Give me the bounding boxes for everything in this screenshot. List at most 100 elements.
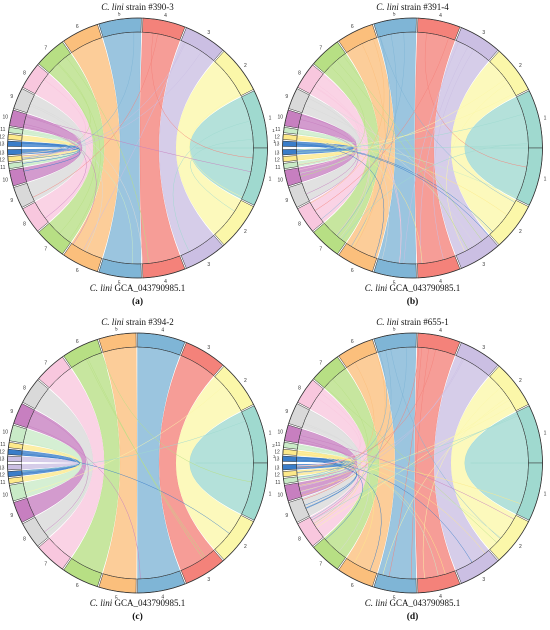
- query-chromosome-label: 13: [275, 457, 280, 463]
- crossing-link: [21, 420, 246, 472]
- crossing-link: [403, 41, 460, 264]
- reference-chromosome-label: 12: [275, 158, 280, 164]
- reference-chromosome-label: 4: [439, 279, 442, 284]
- crossing-link: [296, 144, 385, 258]
- crossing-link: [297, 448, 439, 577]
- query-chromosome-13: [7, 140, 22, 147]
- reference-chromosome-label: 9: [10, 513, 13, 519]
- query-chromosome-13: [282, 455, 297, 462]
- reference-chromosome-label: 5: [115, 595, 118, 599]
- crossing-link: [23, 441, 87, 535]
- query-chromosome-12: [7, 448, 23, 456]
- query-chromosome-label: 2: [244, 378, 247, 384]
- crossing-link: [446, 82, 509, 252]
- reference-chromosome-label: 13: [275, 465, 280, 471]
- crossing-link: [87, 358, 204, 559]
- reference-chromosome-11: [283, 161, 299, 170]
- outer-ring: [282, 332, 543, 594]
- crossing-link: [297, 450, 446, 575]
- crossing-link: [296, 144, 489, 236]
- reference-chromosome-label: 8: [298, 222, 301, 228]
- panel-a-reference: C. lini GCA_043790985.1: [89, 283, 186, 293]
- inner-ring: [296, 31, 529, 265]
- query-chromosome-label: 7: [44, 46, 47, 52]
- reference-chromosome-label: 3: [207, 577, 210, 583]
- crossing-link: [23, 123, 97, 245]
- crossing-link: [353, 43, 386, 249]
- panel-c-title: C. lini strain #394-2: [101, 317, 174, 327]
- crossing-link: [21, 453, 230, 534]
- crossing-link: [296, 457, 358, 509]
- crossing-link: [65, 56, 149, 264]
- query-chromosome-label: 3: [482, 345, 485, 351]
- crossing-link: [190, 138, 254, 212]
- reference-chromosome-label: 3: [482, 577, 485, 583]
- query-chromosome-label: 4: [164, 13, 167, 19]
- reference-chromosome-label: 9: [285, 198, 288, 204]
- panel-d-reference: C. lini GCA_043790985.1: [364, 598, 461, 608]
- reference-chromosome-label: 1: [544, 177, 547, 183]
- crossing-link: [27, 425, 141, 579]
- reference-chromosome-11: [8, 476, 24, 485]
- query-chromosome-label: 12: [275, 449, 280, 455]
- crossing-link: [189, 93, 243, 198]
- outer-ring: [7, 17, 268, 279]
- reference-chromosome-label: 5: [393, 281, 396, 284]
- crossing-link: [297, 78, 506, 165]
- crossing-link: [296, 113, 524, 150]
- crossing-link: [296, 459, 364, 540]
- crossing-link: [422, 387, 501, 579]
- query-chromosome-label: 13: [0, 457, 5, 463]
- crossing-link: [296, 397, 361, 467]
- query-chromosome-label: 5: [115, 327, 118, 333]
- reference-chromosome-label: 6: [76, 268, 79, 274]
- crossing-link: [297, 133, 518, 198]
- query-chromosome-label: 13: [0, 142, 5, 148]
- reference-chromosome-label: 10: [2, 178, 8, 184]
- query-chromosome-label: 9: [10, 409, 13, 415]
- crossing-link: [313, 378, 369, 524]
- query-chromosome-label: 3: [482, 30, 485, 36]
- reference-chromosome-label: 9: [10, 198, 13, 204]
- reference-chromosome-label: 2: [244, 229, 247, 235]
- crossing-link: [296, 349, 436, 469]
- panel-b-label: (b): [406, 297, 419, 307]
- query-chromosome-13: [282, 140, 297, 147]
- query-chromosome-label: 5: [393, 12, 396, 17]
- query-chromosome-11: [283, 126, 299, 135]
- crossing-link: [296, 139, 374, 248]
- crossing-link: [21, 51, 202, 159]
- query-chromosome-label: 6: [351, 24, 354, 30]
- reference-chromosome-label: 6: [76, 583, 79, 589]
- inner-ring: [21, 346, 254, 580]
- reference-chromosome-label: 7: [44, 561, 47, 567]
- crossing-link: [302, 347, 420, 501]
- reference-chromosome-label: 7: [319, 246, 322, 252]
- query-chromosome-label: 13: [275, 142, 280, 148]
- crossing-link: [49, 72, 97, 234]
- crossing-link: [21, 63, 91, 154]
- query-chromosome-label: 4: [161, 327, 164, 333]
- crossing-link: [101, 352, 252, 483]
- panel-d: C. lini strain #655-1 1 2 3 4 5 6 7 8 9 10 11 12 13 1…: [275, 315, 550, 630]
- reference-chromosome-label: 7: [44, 246, 47, 252]
- query-chromosome-label: 6: [76, 24, 79, 30]
- reference-chromosome-label: 1: [269, 177, 272, 183]
- crossing-link: [304, 104, 476, 246]
- crossing-link: [379, 36, 516, 203]
- panel-b: C. lini strain #391-4 1 2 3 4 5 6 7 8 9 10 11 12 13 1…: [275, 0, 550, 315]
- crossing-link: [296, 144, 529, 153]
- query-chromosome-12: [282, 133, 298, 141]
- crossing-link: [22, 79, 87, 164]
- reference-chromosome-label: 4: [439, 594, 442, 599]
- reference-chromosome-label: 11: [0, 480, 5, 486]
- panel-b-reference: C. lini GCA_043790985.1: [364, 283, 461, 293]
- reference-chromosome-label: 4: [164, 279, 167, 284]
- query-chromosome-label: 10: [277, 114, 283, 120]
- crossing-link: [432, 49, 474, 260]
- inner-ring: [21, 31, 254, 265]
- reference-chromosome-label: 5: [393, 596, 396, 599]
